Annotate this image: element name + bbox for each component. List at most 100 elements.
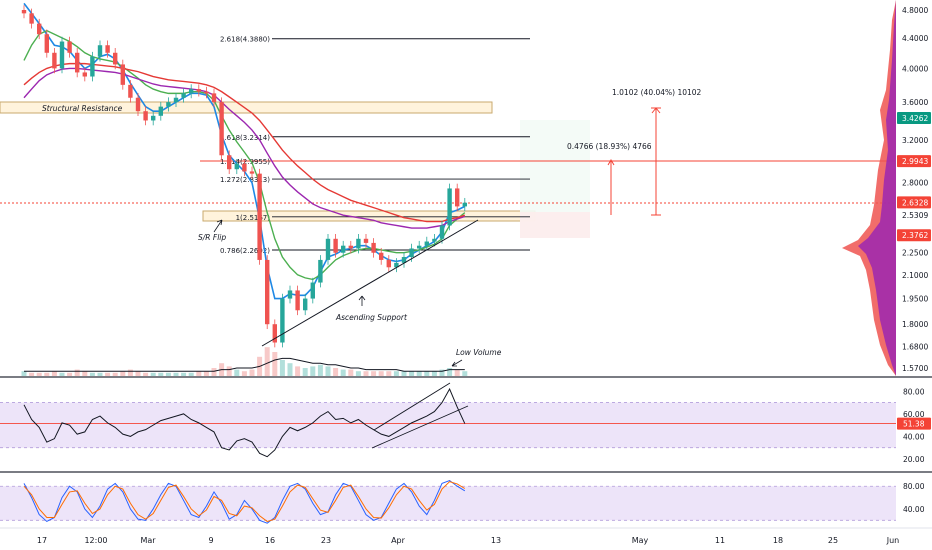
ascending-support-trendline[interactable] bbox=[261, 219, 479, 347]
candle[interactable] bbox=[128, 84, 133, 98]
candle[interactable] bbox=[196, 89, 201, 92]
candle[interactable] bbox=[52, 52, 57, 69]
volume-bar bbox=[462, 371, 468, 376]
volume-bar bbox=[393, 371, 399, 376]
candle[interactable] bbox=[356, 238, 361, 249]
volume-bar bbox=[386, 371, 392, 376]
candle[interactable] bbox=[455, 188, 460, 207]
candle[interactable] bbox=[189, 89, 194, 94]
ema-line[interactable] bbox=[23, 29, 466, 281]
candle[interactable] bbox=[97, 45, 103, 57]
candle[interactable] bbox=[173, 97, 179, 103]
ema-line[interactable] bbox=[23, 67, 466, 229]
candle[interactable] bbox=[363, 238, 369, 243]
fib-level-label: 1.414(2.9955) bbox=[220, 158, 270, 166]
candle[interactable] bbox=[318, 259, 323, 283]
candle[interactable] bbox=[29, 13, 34, 24]
candle[interactable] bbox=[21, 10, 27, 14]
candle[interactable] bbox=[249, 171, 255, 174]
price-badge bbox=[897, 112, 931, 125]
candle[interactable] bbox=[227, 155, 232, 170]
candle[interactable] bbox=[59, 41, 65, 69]
candle[interactable] bbox=[447, 188, 452, 226]
candle[interactable] bbox=[75, 52, 80, 73]
rsi-line[interactable] bbox=[23, 387, 466, 458]
price-tick-label: 1.6800 bbox=[902, 342, 928, 351]
candle[interactable] bbox=[90, 56, 95, 77]
price-axis[interactable] bbox=[896, 0, 932, 550]
candle[interactable] bbox=[211, 93, 217, 103]
time-tick-label: Jun bbox=[886, 536, 900, 545]
candle[interactable] bbox=[234, 163, 239, 170]
volume-profile bbox=[842, 0, 896, 376]
candle[interactable] bbox=[158, 106, 163, 116]
candle[interactable] bbox=[37, 23, 42, 35]
candle[interactable] bbox=[325, 238, 331, 260]
candle[interactable] bbox=[204, 91, 209, 94]
structural-resistance-zone[interactable] bbox=[0, 101, 493, 114]
volume-bar bbox=[211, 368, 217, 376]
candle[interactable] bbox=[341, 245, 346, 253]
volume-bar bbox=[89, 372, 95, 376]
candle[interactable] bbox=[379, 252, 384, 260]
price-badge bbox=[897, 155, 931, 168]
candle[interactable] bbox=[143, 111, 148, 121]
volume-bar bbox=[135, 371, 141, 376]
price-badge bbox=[897, 196, 931, 209]
candle[interactable] bbox=[295, 290, 300, 311]
candle[interactable] bbox=[424, 241, 429, 246]
stoch-rsi-pane[interactable] bbox=[0, 479, 896, 524]
candle[interactable] bbox=[439, 225, 445, 239]
candle[interactable] bbox=[105, 45, 110, 53]
volume-bars bbox=[21, 347, 468, 376]
fib-level-label: 0.786(2.2692) bbox=[220, 247, 270, 255]
volume-bar bbox=[424, 371, 430, 376]
candle[interactable] bbox=[409, 248, 414, 258]
candle[interactable] bbox=[67, 41, 72, 53]
candle[interactable] bbox=[386, 259, 391, 268]
candle[interactable] bbox=[432, 238, 437, 242]
candle[interactable] bbox=[272, 324, 277, 343]
stoch-band bbox=[0, 486, 896, 521]
candle[interactable] bbox=[242, 163, 247, 172]
candle[interactable] bbox=[135, 97, 141, 112]
candle[interactable] bbox=[287, 290, 293, 299]
volume-bar bbox=[416, 371, 422, 376]
rsi-rising-wedge[interactable] bbox=[371, 382, 469, 449]
candle[interactable] bbox=[166, 102, 171, 107]
volume-bar bbox=[325, 366, 331, 376]
candle[interactable] bbox=[333, 238, 338, 253]
candle[interactable] bbox=[265, 259, 270, 325]
rsi-band bbox=[0, 402, 896, 448]
price-badge-label: 2.9943 bbox=[902, 157, 928, 166]
ema-line[interactable] bbox=[23, 62, 466, 223]
measure-big-label: 1.0102 (40.04%) 10102 bbox=[612, 88, 702, 97]
candle[interactable] bbox=[181, 93, 186, 98]
volume-bar bbox=[181, 372, 187, 376]
candle[interactable] bbox=[417, 245, 422, 249]
stoch-d-line[interactable] bbox=[23, 481, 466, 523]
price-pane[interactable] bbox=[0, 0, 896, 376]
volume-bar bbox=[371, 371, 377, 376]
candle[interactable] bbox=[219, 102, 224, 156]
candle[interactable] bbox=[462, 202, 467, 207]
candle[interactable] bbox=[82, 72, 87, 77]
candle[interactable] bbox=[401, 257, 407, 263]
candle[interactable] bbox=[310, 282, 315, 299]
candle[interactable] bbox=[151, 115, 156, 121]
volume-bar bbox=[264, 347, 270, 376]
rsi-tick-label: 20.00 bbox=[903, 455, 925, 464]
candle[interactable] bbox=[280, 298, 285, 343]
candle[interactable] bbox=[44, 34, 49, 53]
candle[interactable] bbox=[303, 298, 308, 311]
rsi-pane[interactable] bbox=[0, 382, 896, 458]
candle[interactable] bbox=[371, 242, 376, 253]
rsi-tick-label: 40.00 bbox=[903, 432, 925, 441]
candle[interactable] bbox=[348, 245, 353, 249]
candle[interactable] bbox=[394, 262, 399, 268]
candle[interactable] bbox=[257, 173, 262, 260]
volume-bar bbox=[82, 371, 88, 376]
candle[interactable] bbox=[120, 64, 125, 85]
candle[interactable] bbox=[113, 52, 118, 65]
